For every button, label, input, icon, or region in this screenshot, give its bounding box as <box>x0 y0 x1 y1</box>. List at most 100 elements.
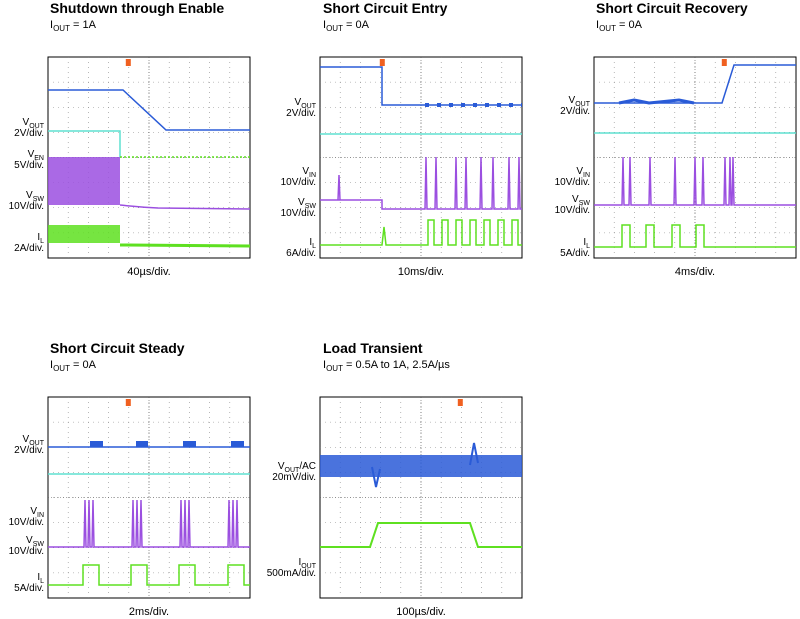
trigger-marker <box>457 399 463 406</box>
channel-scale: 5A/div. <box>14 583 44 594</box>
panel-title: Short Circuit Recovery <box>596 0 748 16</box>
channel-symbol: V <box>26 190 33 201</box>
channel-scale: 500mA/div. <box>267 568 316 579</box>
condition-main: I <box>50 359 53 371</box>
channel-sub: OUT <box>285 467 301 474</box>
channel-name: VSW <box>298 197 316 210</box>
channel-sub: OUT <box>301 103 317 110</box>
waveform <box>594 156 796 206</box>
channel-sub: SW <box>33 196 45 203</box>
channel-name: IL <box>37 572 44 585</box>
condition-rest: = 1A <box>70 19 97 31</box>
channel-sub: IN <box>583 172 590 179</box>
waveform <box>119 204 251 210</box>
channel-symbol: I <box>37 572 40 583</box>
condition-rest: = 0A <box>343 19 370 31</box>
timebase: 2ms/div. <box>129 606 169 618</box>
panel-title: Short Circuit Entry <box>323 0 448 16</box>
channel-sub: SW <box>305 203 317 210</box>
channel-symbol: I <box>309 237 312 248</box>
panel-title: Shutdown through Enable <box>50 0 224 16</box>
channel-scale: 10V/div. <box>555 205 590 216</box>
trigger-marker <box>125 59 131 66</box>
channel-symbol: V <box>298 197 305 208</box>
channel-symbol: V <box>23 117 30 128</box>
channel-symbol: V <box>278 461 285 472</box>
channel-sub: SW <box>579 200 591 207</box>
condition-main: I <box>596 19 599 31</box>
channel-name: VSW <box>26 535 44 548</box>
scope-screen-group <box>47 56 251 259</box>
scope-screen-group <box>593 56 797 259</box>
channel-scale: 10V/div. <box>9 517 44 528</box>
channel-rest: /AC <box>299 461 316 472</box>
channel-symbol: V <box>295 97 302 108</box>
channel-sub: SW <box>33 541 45 548</box>
scope-screen-group <box>319 396 523 599</box>
condition: IOUT = 0A <box>50 359 97 373</box>
channel-scale: 2V/div. <box>14 128 44 139</box>
channel-name: VOUT <box>569 95 591 108</box>
condition-rest: = 0A <box>616 19 643 31</box>
waveform-band <box>48 157 120 205</box>
channel-scale: 2A/div. <box>14 243 44 254</box>
waveform <box>48 564 250 586</box>
condition-sub: OUT <box>326 364 343 373</box>
scope-screen-group <box>47 396 251 599</box>
channel-symbol: V <box>569 95 576 106</box>
channel-sub: L <box>40 238 44 245</box>
channel-scale: 2V/div. <box>560 106 590 117</box>
channel-symbol: V <box>28 149 35 160</box>
waveform <box>371 442 479 488</box>
channel-symbol: I <box>298 557 301 568</box>
channel-name: VSW <box>572 194 590 207</box>
condition: IOUT = 1A <box>50 19 97 33</box>
waveform-band <box>320 455 522 477</box>
condition: IOUT = 0A <box>596 19 643 33</box>
waveform <box>119 243 251 248</box>
channel-sub: OUT <box>301 563 317 570</box>
channel-name: IL <box>37 232 44 245</box>
channel-name: VIN <box>302 166 316 179</box>
trigger-marker <box>721 59 727 66</box>
channel-name: IOUT <box>298 557 316 570</box>
channel-name: VIN <box>30 506 44 519</box>
waveform <box>320 219 522 246</box>
channel-sub: L <box>312 243 316 250</box>
condition-main: I <box>323 19 326 31</box>
channel-sub: L <box>586 243 590 250</box>
channel-symbol: I <box>583 237 586 248</box>
channel-scale: 10V/div. <box>281 208 316 219</box>
timebase: 4ms/div. <box>675 266 715 278</box>
channel-name: VOUT <box>295 97 317 110</box>
channel-scale: 10V/div. <box>555 177 590 188</box>
channel-symbol: V <box>576 166 583 177</box>
channel-name: VOUT <box>23 117 45 130</box>
channel-name: VEN <box>28 149 44 162</box>
trigger-marker <box>125 399 131 406</box>
panel-title: Short Circuit Steady <box>50 340 185 356</box>
channel-sub: OUT <box>29 440 45 447</box>
waveform <box>618 98 695 105</box>
channel-symbol: V <box>26 535 33 546</box>
waveform <box>48 130 121 157</box>
channel-scale: 10V/div. <box>281 177 316 188</box>
panel-title: Load Transient <box>323 340 423 356</box>
channel-symbol: I <box>37 232 40 243</box>
channel-scale: 2V/div. <box>286 108 316 119</box>
channel-name: VOUT/AC <box>278 461 316 474</box>
trigger-marker <box>379 59 385 66</box>
waveform <box>337 174 341 201</box>
channel-name: IL <box>583 237 590 250</box>
channel-name: IL <box>309 237 316 250</box>
condition-sub: OUT <box>53 24 70 33</box>
channel-name: VSW <box>26 190 44 203</box>
channel-sub: L <box>40 578 44 585</box>
channel-sub: OUT <box>29 123 45 130</box>
channel-symbol: V <box>572 194 579 205</box>
waveform <box>594 224 796 248</box>
